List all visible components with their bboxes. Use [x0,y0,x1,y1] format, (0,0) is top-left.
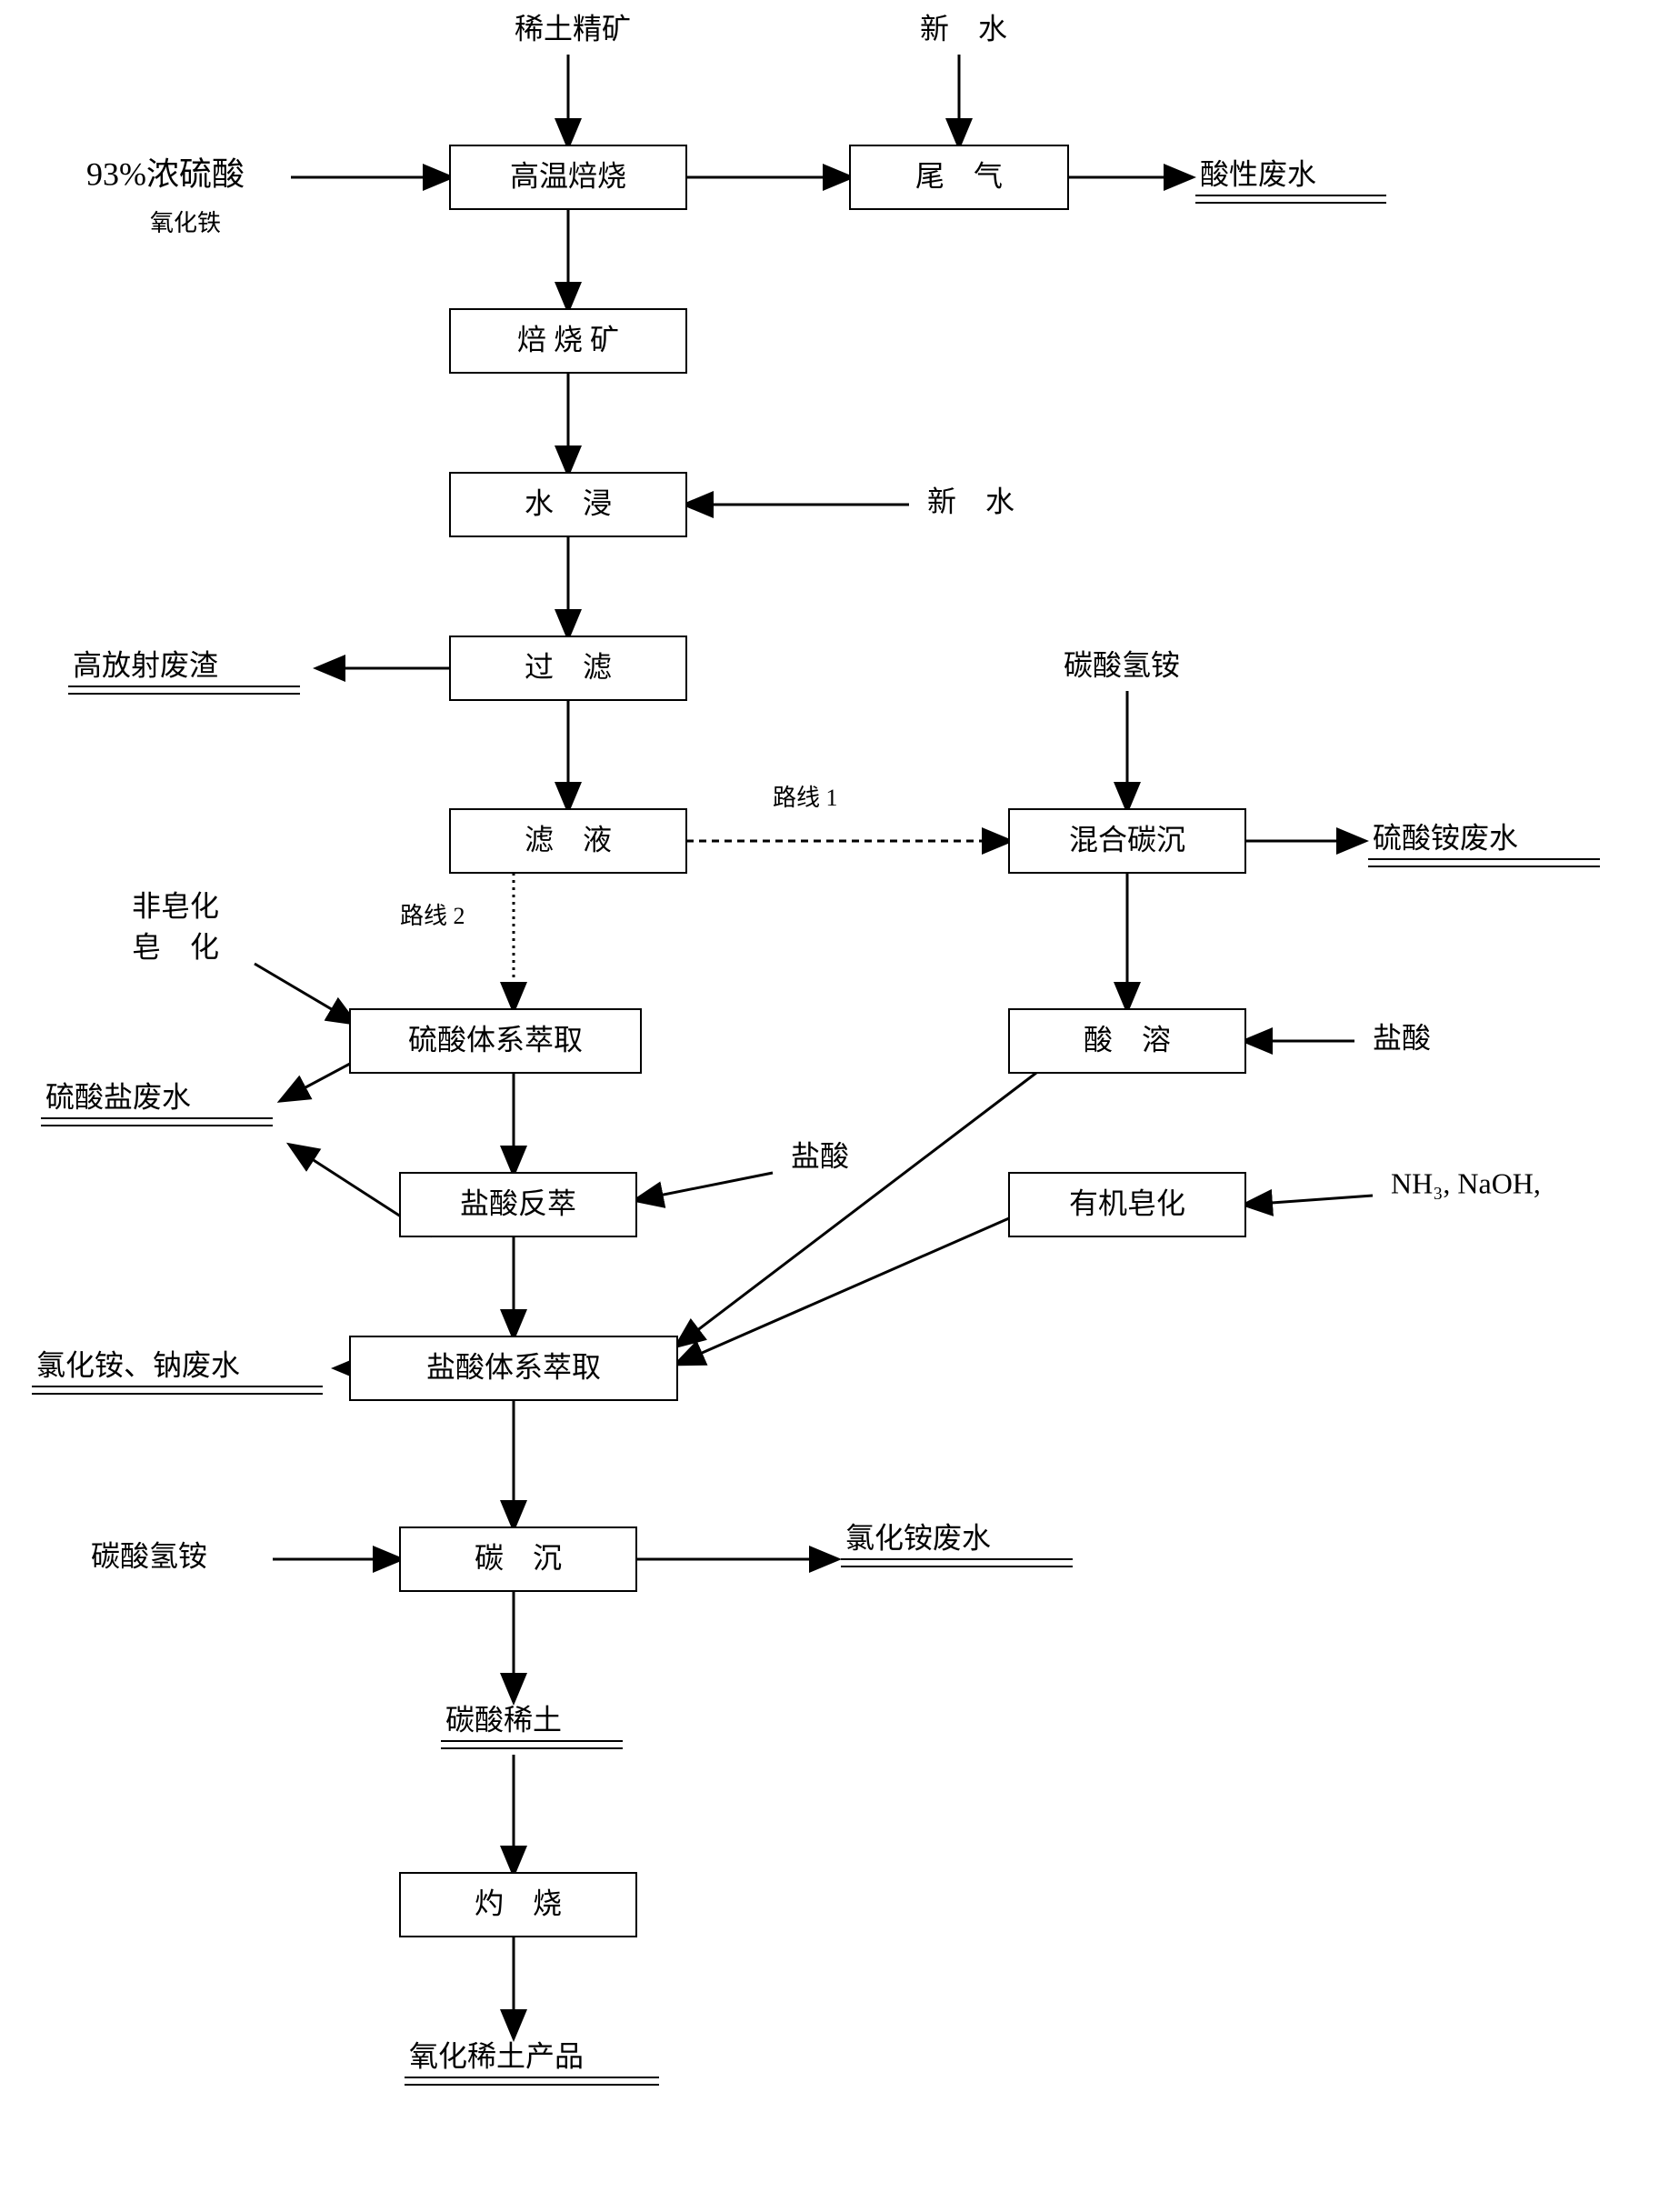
l_gaofangshe: 高放射废渣 [73,648,218,681]
n_tanchen-label: 碳 沉 [475,1541,562,1574]
l_yanghuatie: 氧化铁 [150,210,221,236]
n_suanrong-label: 酸 溶 [1084,1023,1171,1056]
edge-20 [636,1173,773,1200]
l_luxian1: 路线 1 [773,785,838,811]
n_yansuancq-label: 盐酸体系萃取 [426,1350,601,1383]
n_xitu_jingkuang-label: 稀土精矿 [515,12,631,45]
l_feizao: 非皂化 [132,889,219,922]
l_lvhuaan: 氯化铵废水 [845,1521,991,1554]
l_yansuan_m: 盐酸 [791,1139,849,1172]
l_tansuanqa: 碳酸氢铵 [1064,648,1180,681]
edge-24 [677,1218,1009,1364]
l_suanxing: 酸性废水 [1200,157,1316,190]
l_liusuanyan: 硫酸盐废水 [45,1080,191,1113]
l_yanghua: 氧化稀土产品 [409,2039,584,2072]
n_lvye-label: 滤 液 [525,823,612,856]
l_tansuanxi: 碳酸稀土 [445,1703,562,1736]
l_zaohua: 皂 化 [132,930,219,963]
edge-18 [282,1064,350,1100]
n_yansuanfc-label: 盐酸反萃 [460,1186,576,1219]
l_yansuan_r: 盐酸 [1373,1021,1431,1054]
l_xinshui2: 新 水 [927,485,1014,517]
n_liusuancq-label: 硫酸体系萃取 [408,1023,583,1056]
edge-25 [1245,1196,1373,1205]
n_hunhe-label: 混合碳沉 [1069,823,1185,856]
n_beishao-label: 焙 烧 矿 [517,323,619,355]
n_guolv-label: 过 滤 [525,650,612,683]
l_acid_in: 93%浓硫酸 [86,155,245,192]
edge-23 [677,1073,1036,1346]
edge-17 [255,964,355,1023]
n_shuijin-label: 水 浸 [525,486,612,519]
l_tansuanqa2: 碳酸氢铵 [91,1539,207,1572]
n_weiqi-label: 尾 气 [915,159,1003,192]
n_youji-label: 有机皂化 [1069,1186,1185,1219]
l_lvhua_na: 氯化铵、钠废水 [36,1348,240,1381]
l_nh3: NH₃, NaOH, [1391,1166,1541,1199]
n_zhuoshao-label: 灼 烧 [475,1887,562,1919]
n_xinshui_top-label: 新 水 [920,12,1007,45]
l_liusuanan: 硫酸铵废水 [1373,821,1518,854]
n_gaowen-label: 高温焙烧 [510,159,626,192]
flowchart-canvas: 稀土精矿新 水高温焙烧尾 气焙 烧 矿水 浸过 滤滤 液混合碳沉酸 溶硫酸体系萃… [0,0,1679,2212]
l_luxian2: 路线 2 [400,903,465,929]
